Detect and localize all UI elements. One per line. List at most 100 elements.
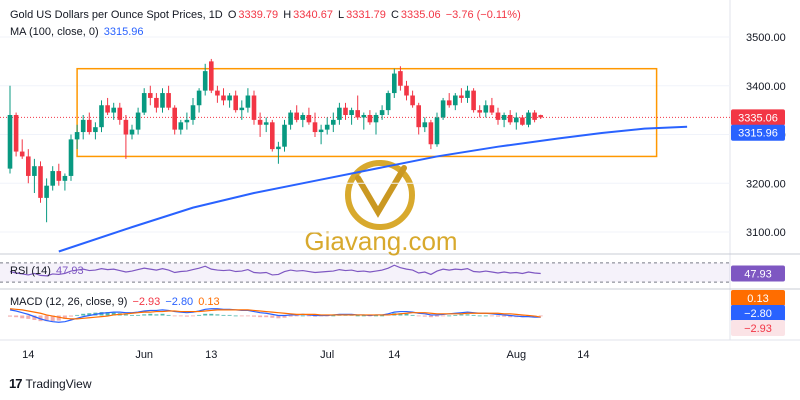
ma-line[interactable]	[58, 125, 688, 253]
candle[interactable]	[68, 134, 74, 181]
candle[interactable]	[184, 112, 190, 130]
candle[interactable]	[263, 117, 269, 133]
candle[interactable]	[7, 85, 13, 174]
candle[interactable]	[257, 112, 263, 137]
candle[interactable]	[398, 66, 403, 91]
candle[interactable]	[416, 102, 421, 135]
candle[interactable]	[532, 110, 537, 123]
candle[interactable]	[233, 90, 238, 113]
candle[interactable]	[99, 100, 104, 133]
candle[interactable]	[392, 68, 397, 98]
candle[interactable]	[62, 173, 68, 191]
candle[interactable]	[477, 105, 482, 118]
range-box[interactable]	[76, 67, 658, 158]
candle[interactable]	[196, 88, 202, 113]
candle[interactable]	[434, 112, 440, 147]
candle[interactable]	[270, 119, 275, 152]
candle[interactable]	[501, 112, 507, 128]
candle[interactable]	[50, 166, 55, 191]
candle[interactable]	[117, 102, 123, 125]
candle[interactable]	[38, 161, 43, 203]
tradingview-brand[interactable]: 17 TradingView	[9, 376, 92, 391]
candle[interactable]	[446, 93, 452, 108]
candle[interactable]	[300, 112, 306, 128]
candle[interactable]	[318, 124, 324, 145]
macd-legend[interactable]: MACD (12, 26, close, 9) −2.93 −2.80 0.13	[10, 296, 222, 308]
candle[interactable]	[87, 112, 92, 135]
candle[interactable]	[245, 88, 251, 113]
candle[interactable]	[44, 178, 49, 223]
candle[interactable]	[495, 107, 501, 125]
candle[interactable]	[215, 85, 220, 103]
candle[interactable]	[337, 102, 342, 125]
candle[interactable]	[282, 119, 287, 152]
candle[interactable]	[520, 115, 525, 126]
signal-line[interactable]	[9, 308, 541, 320]
candle[interactable]	[276, 141, 281, 164]
candle[interactable]	[56, 163, 62, 186]
candle[interactable]	[172, 105, 177, 135]
candle[interactable]	[93, 122, 98, 140]
candle[interactable]	[80, 115, 86, 140]
candle[interactable]	[373, 112, 379, 135]
symbol-title[interactable]: Gold US Dollars per Ounce Spot Prices, 1…	[10, 9, 223, 21]
candle[interactable]	[148, 85, 153, 106]
candle[interactable]	[19, 139, 25, 159]
candle[interactable]	[294, 105, 299, 123]
candle[interactable]	[166, 85, 171, 111]
candle[interactable]	[251, 90, 257, 125]
candle[interactable]	[385, 90, 391, 115]
candle[interactable]	[331, 112, 336, 133]
candle[interactable]	[227, 93, 232, 108]
candle[interactable]	[13, 112, 19, 157]
candle-body	[245, 95, 251, 108]
candle[interactable]	[410, 90, 415, 108]
candle[interactable]	[135, 107, 141, 135]
candle[interactable]	[404, 80, 409, 101]
candle[interactable]	[26, 149, 31, 184]
ma-legend[interactable]: MA (100, close, 0) 3315.96	[10, 26, 145, 38]
candle[interactable]	[209, 58, 214, 94]
candle[interactable]	[306, 107, 312, 125]
candle[interactable]	[221, 88, 226, 106]
candle[interactable]	[459, 88, 464, 103]
candle[interactable]	[526, 110, 531, 128]
candle[interactable]	[428, 119, 434, 150]
candle[interactable]	[379, 105, 385, 120]
candle[interactable]	[507, 110, 513, 125]
candle[interactable]	[483, 100, 489, 118]
candle[interactable]	[111, 102, 116, 120]
candle[interactable]	[141, 88, 147, 115]
candle[interactable]	[154, 93, 159, 113]
candle[interactable]	[129, 124, 135, 140]
candle[interactable]	[202, 63, 208, 96]
candle[interactable]	[123, 115, 129, 159]
candle[interactable]	[74, 124, 80, 150]
rsi-line[interactable]	[9, 264, 541, 277]
candle[interactable]	[471, 88, 476, 113]
candle[interactable]	[538, 114, 543, 120]
candle[interactable]	[349, 107, 354, 125]
candle[interactable]	[453, 93, 458, 111]
candle[interactable]	[489, 97, 495, 115]
price-tick-label: 3500.00	[746, 32, 786, 44]
candle[interactable]	[105, 97, 110, 115]
candle[interactable]	[312, 112, 318, 137]
candle[interactable]	[343, 102, 348, 120]
candle[interactable]	[160, 88, 165, 113]
candle[interactable]	[514, 112, 519, 130]
candle[interactable]	[239, 100, 245, 120]
candle[interactable]	[440, 97, 446, 120]
candle[interactable]	[324, 117, 330, 135]
candle[interactable]	[367, 110, 373, 125]
candle[interactable]	[32, 158, 37, 193]
candle[interactable]	[178, 119, 184, 135]
rsi-legend[interactable]: RSI (14) 47.93	[10, 265, 86, 277]
candle[interactable]	[190, 97, 196, 125]
candle[interactable]	[465, 85, 470, 103]
candle[interactable]	[288, 110, 293, 130]
candle[interactable]	[422, 117, 428, 133]
candle[interactable]	[355, 95, 360, 120]
candle[interactable]	[361, 112, 367, 130]
